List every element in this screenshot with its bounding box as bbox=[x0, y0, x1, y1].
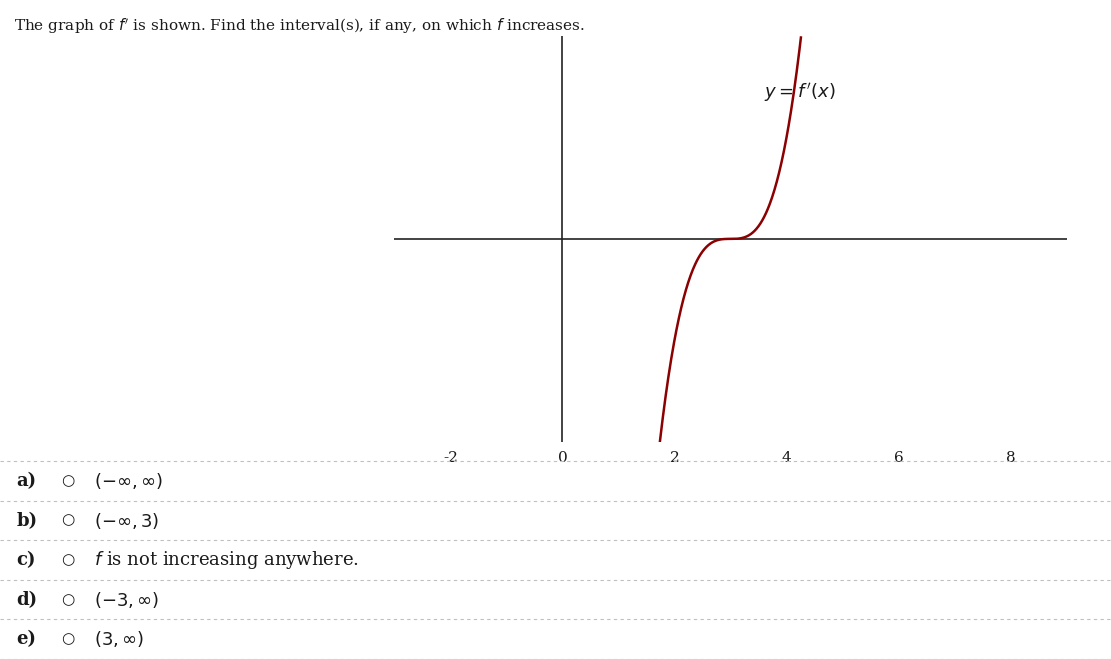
Text: $\bigcirc$: $\bigcirc$ bbox=[61, 473, 76, 489]
Text: d): d) bbox=[17, 590, 38, 609]
Text: $(-\infty, 3)$: $(-\infty, 3)$ bbox=[94, 511, 160, 530]
Text: $(-3, \infty)$: $(-3, \infty)$ bbox=[94, 590, 160, 610]
Text: $\bigcirc$: $\bigcirc$ bbox=[61, 552, 76, 568]
Text: $f$ is not increasing anywhere.: $f$ is not increasing anywhere. bbox=[94, 549, 359, 571]
Text: c): c) bbox=[17, 551, 37, 569]
Text: e): e) bbox=[17, 630, 37, 648]
Text: $\bigcirc$: $\bigcirc$ bbox=[61, 631, 76, 647]
Text: $\bigcirc$: $\bigcirc$ bbox=[61, 592, 76, 608]
Text: b): b) bbox=[17, 511, 38, 530]
Text: $\bigcirc$: $\bigcirc$ bbox=[61, 513, 76, 529]
Text: $(3, \infty)$: $(3, \infty)$ bbox=[94, 629, 144, 649]
Text: $y = f\,'(x)$: $y = f\,'(x)$ bbox=[764, 80, 835, 103]
Text: $(-\infty, \infty)$: $(-\infty, \infty)$ bbox=[94, 471, 163, 491]
Text: a): a) bbox=[17, 472, 37, 490]
Text: The graph of $f'$ is shown. Find the interval(s), if any, on which $f$ increases: The graph of $f'$ is shown. Find the int… bbox=[14, 16, 585, 36]
